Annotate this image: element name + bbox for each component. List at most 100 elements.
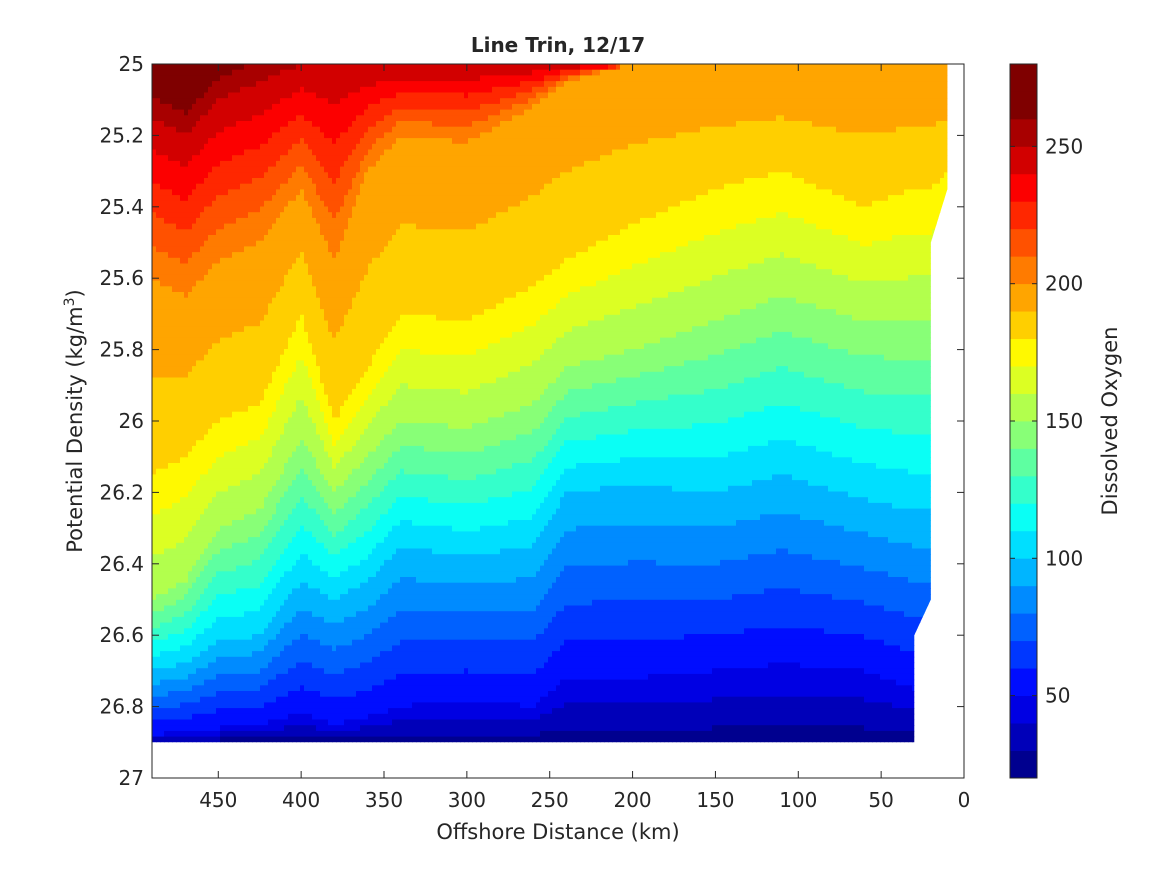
contour-cell [312,218,317,224]
contour-cell [212,651,217,657]
contour-cell [244,714,249,720]
contour-cell [152,115,157,121]
contour-cell [172,623,177,629]
contour-cell [164,737,169,743]
contour-cell [288,258,293,264]
contour-cell [220,338,225,344]
contour-cell [152,554,157,560]
contour-cell [164,81,169,87]
contour-cell [236,252,241,258]
contour-cell [156,657,161,663]
contour-cell [316,657,321,663]
contour-cell [152,571,157,577]
contour-cell [308,537,313,543]
contour-cell [272,588,277,594]
contour-cell [204,360,209,366]
contour-cell [192,549,197,555]
contour-cell [204,218,209,224]
contour-cell [304,617,309,623]
contour-cell [224,720,229,726]
contour-cell [164,560,169,566]
contour-cell [180,469,185,475]
contour-cell [288,360,293,366]
contour-cell [264,663,269,669]
contour-cell [300,423,305,429]
contour-cell [312,235,317,241]
contour-cell [200,577,205,583]
contour-cell [152,378,157,384]
contour-cell [224,457,229,463]
contour-cell [200,326,205,332]
contour-cell [156,400,161,406]
contour-cell [172,537,177,543]
contour-cell [264,338,269,344]
contour-cell [212,634,217,640]
contour-cell [220,315,225,321]
contour-cell [244,509,249,515]
contour-cell [272,469,277,475]
contour-cell [224,560,229,566]
contour-cell [280,315,285,321]
contour-cell [216,634,221,640]
contour-cell [180,634,185,640]
contour-cell [304,338,309,344]
contour-cell [236,674,241,680]
contour-cell [304,286,309,292]
contour-cell [312,303,317,309]
contour-cell [284,383,289,389]
contour-cell [224,725,229,731]
contour-cell [292,469,297,475]
contour-cell [316,378,321,384]
contour-cell [300,737,305,743]
contour-cell [212,463,217,469]
contour-cell [284,452,289,458]
contour-cell [300,600,305,606]
contour-cell [232,264,237,270]
contour-cell [200,332,205,338]
contour-cell [292,526,297,532]
contour-cell [264,212,269,218]
contour-cell [268,235,273,241]
contour-cell [200,355,205,361]
contour-cell [308,474,313,480]
contour-cell [224,497,229,503]
contour-cell [288,680,293,686]
contour-cell [264,623,269,629]
contour-cell [300,366,305,372]
contour-cell [236,292,241,298]
contour-cell [296,731,301,737]
contour-cell [180,338,185,344]
contour-cell [168,161,173,167]
contour-cell [152,503,157,509]
contour-cell [240,731,245,737]
contour-cell [300,138,305,144]
contour-cell [168,309,173,315]
contour-cell [192,702,197,708]
contour-cell [300,651,305,657]
contour-cell [260,400,265,406]
contour-cell [268,634,273,640]
contour-cell [188,269,193,275]
contour-cell [280,640,285,646]
contour-cell [304,184,309,190]
contour-cell [316,503,321,509]
contour-cell [240,326,245,332]
contour-cell [204,725,209,731]
contour-cell [316,104,321,110]
contour-cell [284,737,289,743]
contour-cell [276,93,281,99]
contour-cell [228,611,233,617]
contour-cell [256,417,261,423]
contour-cell [176,543,181,549]
contour-cell [312,87,317,93]
contour-cell [208,332,213,338]
contour-cell [296,657,301,663]
contour-cell [180,286,185,292]
contour-cell [192,321,197,327]
contour-cell [284,469,289,475]
contour-cell [192,372,197,378]
contour-cell [180,201,185,207]
contour-cell [272,503,277,509]
contour-cell [284,98,289,104]
contour-cell [152,435,157,441]
